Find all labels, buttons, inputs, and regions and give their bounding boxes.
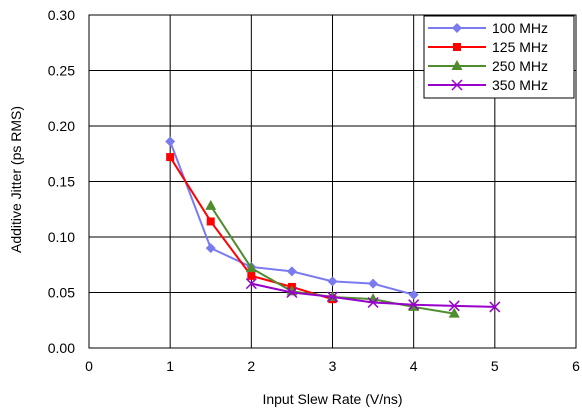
data-point-100-mhz [286, 266, 297, 277]
legend-label: 125 MHz [492, 39, 548, 55]
x-tick-labels: 0 1 2 3 4 5 6 [85, 358, 580, 374]
data-point-350-mhz [367, 296, 379, 309]
series-350-mhz [245, 278, 501, 313]
x-tick-label: 1 [166, 358, 174, 374]
series-layer [165, 136, 501, 318]
data-point-100-mhz [368, 278, 379, 289]
data-point-100-mhz [327, 276, 338, 287]
legend-item-350-mhz: 350 MHz [428, 77, 548, 93]
legend-item-250-mhz: 250 MHz [428, 58, 548, 74]
x-tick-label: 2 [247, 358, 255, 374]
legend-label: 100 MHz [492, 20, 548, 36]
data-point-125-mhz [166, 153, 175, 162]
legend-marker-350-mhz [451, 79, 463, 91]
x-tick-label: 3 [329, 358, 337, 374]
x-axis-title: Input Slew Rate (V/ns) [262, 391, 402, 407]
x-tick-label: 5 [491, 358, 499, 374]
data-point-125-mhz [206, 217, 215, 226]
legend-marker-250-mhz [451, 60, 463, 70]
data-point-100-mhz [408, 289, 419, 300]
legend-item-125-mhz: 125 MHz [428, 39, 548, 55]
y-tick-label: 0.00 [48, 340, 75, 356]
data-point-350-mhz [326, 291, 339, 303]
legend-marker-100-mhz [452, 23, 462, 33]
x-tick-label: 4 [410, 358, 418, 374]
y-tick-label: 0.25 [48, 63, 75, 79]
y-tick-label: 0.30 [48, 7, 75, 23]
y-tick-label: 0.15 [48, 174, 75, 190]
y-tick-label: 0.20 [48, 118, 75, 134]
data-point-100-mhz [165, 136, 176, 147]
data-point-350-mhz [286, 286, 298, 299]
data-point-125-mhz [247, 271, 256, 280]
data-point-350-mhz [448, 300, 460, 312]
data-point-350-mhz [245, 278, 257, 290]
x-tick-label: 0 [85, 358, 93, 374]
y-axis-title: Additive Jitter (ps RMS) [8, 106, 24, 253]
y-tick-label: 0.05 [48, 285, 75, 301]
y-tick-labels: 0.00 0.05 0.10 0.15 0.20 0.25 0.30 [48, 7, 75, 356]
legend-marker-125-mhz [453, 43, 461, 51]
legend: 100 MHz 125 MHz 250 MHz 350 MHz [423, 15, 575, 99]
legend-item-100-mhz: 100 MHz [428, 20, 548, 36]
data-point-100-mhz [205, 243, 216, 254]
data-point-250-mhz [205, 199, 217, 210]
series-100-mhz [165, 136, 419, 300]
data-point-250-mhz [448, 307, 460, 318]
legend-label: 350 MHz [492, 77, 548, 93]
data-point-350-mhz [489, 301, 501, 313]
legend-label: 250 MHz [492, 58, 548, 74]
x-tick-label: 6 [572, 358, 580, 374]
data-point-350-mhz [408, 299, 420, 311]
data-point-250-mhz [245, 262, 257, 273]
y-tick-label: 0.10 [48, 229, 75, 245]
plot-area [88, 14, 577, 349]
